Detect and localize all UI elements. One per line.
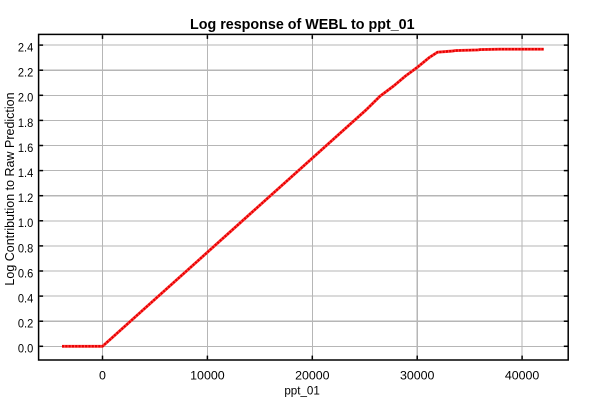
svg-text:2.2: 2.2 <box>18 66 33 80</box>
svg-text:0.2: 0.2 <box>18 317 33 331</box>
svg-text:0.8: 0.8 <box>18 241 33 255</box>
svg-text:2.0: 2.0 <box>18 91 33 105</box>
svg-text:1.8: 1.8 <box>18 116 33 130</box>
svg-text:0: 0 <box>99 368 106 382</box>
svg-text:1.6: 1.6 <box>18 141 33 155</box>
svg-text:Log Contribution to Raw Predic: Log Contribution to Raw Prediction <box>3 92 17 285</box>
svg-text:ppt_01: ppt_01 <box>284 384 320 398</box>
svg-text:2.4: 2.4 <box>18 41 33 55</box>
svg-text:30000: 30000 <box>400 368 435 382</box>
svg-text:10000: 10000 <box>190 368 225 382</box>
svg-text:1.4: 1.4 <box>18 166 33 180</box>
svg-text:Log response of WEBL to ppt_01: Log response of WEBL to ppt_01 <box>190 17 415 33</box>
svg-text:0.4: 0.4 <box>18 292 33 306</box>
svg-text:1.2: 1.2 <box>18 191 33 205</box>
svg-text:20000: 20000 <box>295 368 330 382</box>
svg-text:40000: 40000 <box>505 368 540 382</box>
svg-text:1.0: 1.0 <box>18 216 33 230</box>
svg-text:0.6: 0.6 <box>18 266 33 280</box>
svg-text:0.0: 0.0 <box>18 342 33 356</box>
